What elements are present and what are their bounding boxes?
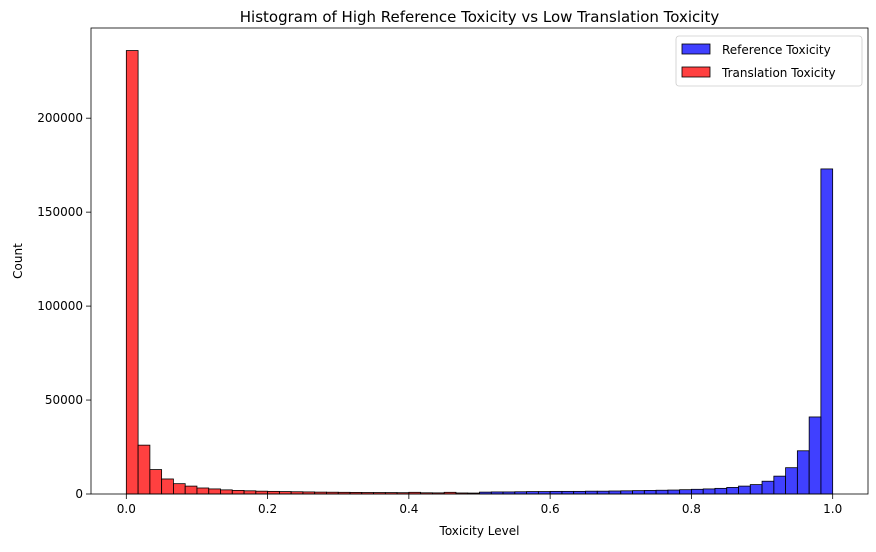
- histogram-bar-reference: [796, 450, 810, 495]
- histogram-bar-reference: [655, 489, 669, 495]
- y-axis-label: Count: [11, 243, 25, 279]
- histogram-bar-reference: [691, 488, 704, 495]
- y-tick-label: 0: [75, 487, 83, 501]
- x-tick-label: 0.8: [682, 502, 701, 516]
- histogram-bar-reference: [761, 480, 775, 495]
- legend-label-translation: Translation Toxicity: [721, 66, 836, 80]
- x-axis-ticks: 0.0 0.2 0.4 0.6 0.8 1.0: [117, 494, 842, 516]
- histogram-bar-reference: [620, 490, 633, 495]
- histogram-bar-reference: [726, 487, 739, 495]
- histogram-bar-reference: [785, 467, 798, 495]
- histogram-bar-reference: [608, 490, 622, 495]
- x-tick-label: 0.6: [541, 502, 560, 516]
- plot-frame: [90, 27, 869, 495]
- histogram-bar-reference: [808, 416, 822, 495]
- histogram-bar-translation: [125, 50, 139, 495]
- x-axis-label: Toxicity Level: [439, 524, 520, 538]
- y-tick-label: 50000: [45, 393, 83, 407]
- chart-title: Histogram of High Reference Toxicity vs …: [240, 8, 720, 26]
- y-axis-ticks: 0 50000 100000 150000 200000: [37, 111, 91, 501]
- y-tick-label: 200000: [37, 111, 83, 125]
- x-tick-label: 1.0: [823, 502, 842, 516]
- histogram-bar-reference: [596, 490, 610, 495]
- x-tick-label: 0.0: [117, 502, 136, 516]
- histogram-bar-reference: [820, 168, 834, 495]
- x-tick-label: 0.2: [258, 502, 277, 516]
- histogram-bar-translation: [161, 478, 174, 495]
- histogram-bar-reference: [643, 490, 657, 495]
- histogram-bar-reference: [714, 487, 728, 495]
- y-tick-label: 150000: [37, 205, 83, 219]
- histogram-bar-translation: [208, 488, 221, 495]
- legend-swatch-reference: [681, 43, 711, 55]
- histogram-bar-translation: [196, 487, 210, 495]
- y-tick-label: 100000: [37, 299, 83, 313]
- histogram-bar-reference: [679, 489, 692, 495]
- histogram-bar-reference: [749, 484, 763, 495]
- legend-frame: [675, 35, 863, 87]
- legend: Reference Toxicity Translation Toxicity: [675, 35, 863, 87]
- histogram-bar-reference: [585, 490, 598, 495]
- histogram-bar-translation: [255, 490, 268, 495]
- legend-label-reference: Reference Toxicity: [722, 43, 831, 57]
- histogram-bar-translation: [243, 490, 257, 495]
- histogram-bar-reference: [738, 485, 751, 495]
- histogram-bar-translation: [184, 485, 198, 495]
- histogram-bar-reference: [773, 475, 787, 495]
- x-tick-label: 0.4: [399, 502, 418, 516]
- histogram-bar-translation: [173, 483, 186, 495]
- histogram-bar-reference: [632, 490, 645, 495]
- axes-group: [90, 27, 869, 495]
- histogram-bar-reference: [702, 488, 716, 495]
- histogram-bar-reference: [667, 489, 681, 495]
- histogram-bar-translation: [149, 469, 163, 495]
- histogram-bar-translation: [231, 490, 245, 495]
- legend-swatch-translation: [681, 66, 711, 78]
- histogram-bar-translation: [137, 444, 151, 495]
- histogram-bar-translation: [220, 489, 233, 495]
